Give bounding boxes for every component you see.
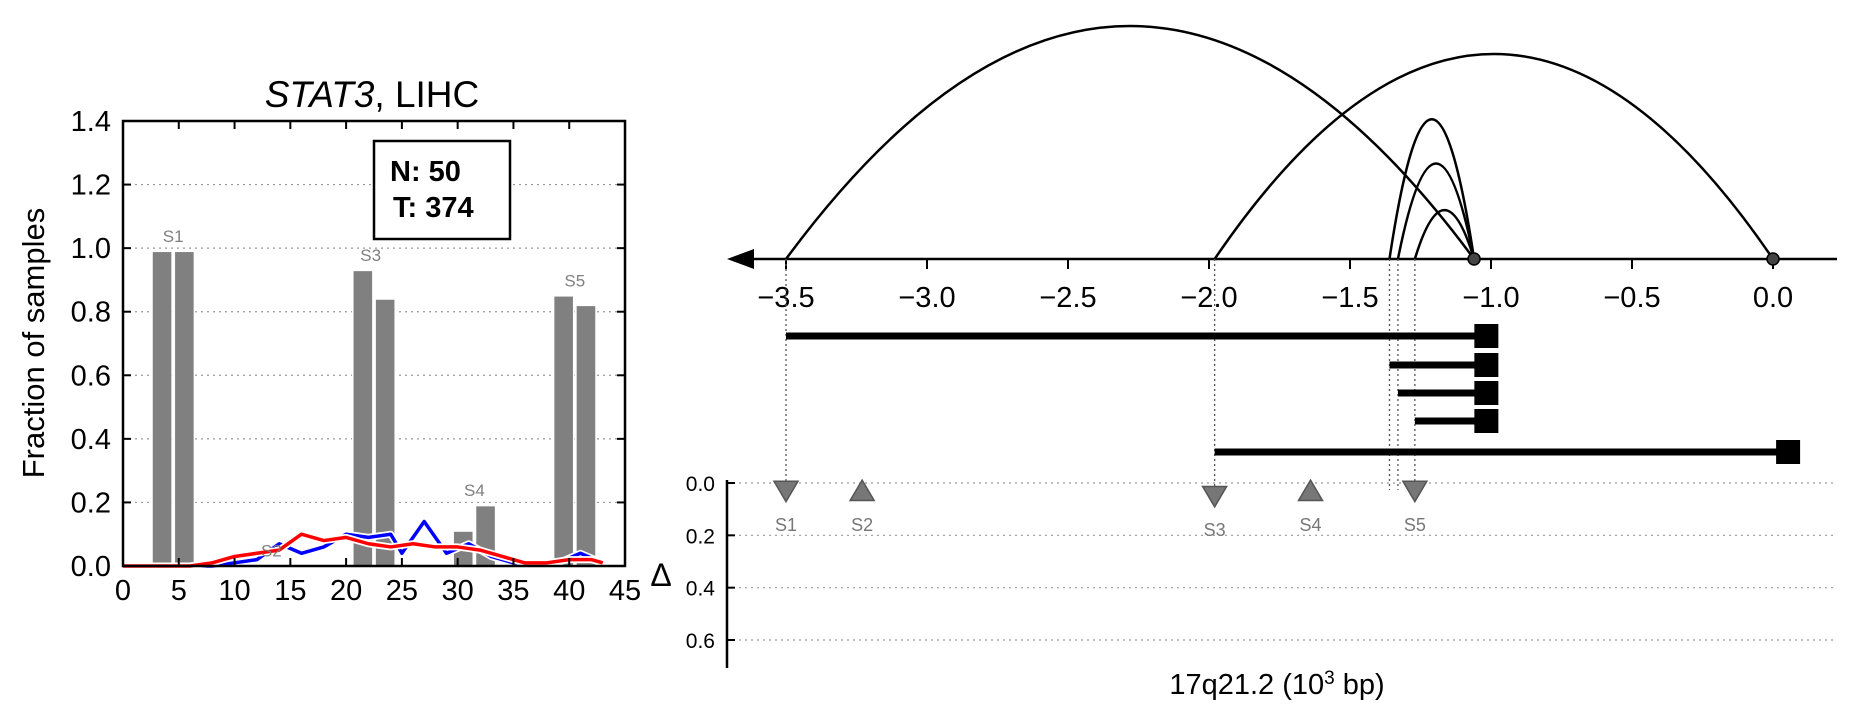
segment-end-square: [1474, 381, 1499, 405]
left-x-tick-label: 0: [115, 575, 131, 607]
arc: [1396, 162, 1476, 260]
left-y-tick-label: 1.4: [71, 106, 111, 138]
normal-count: N: 50: [390, 156, 461, 188]
delta-y-tick-label: 0.2: [686, 525, 715, 548]
left-plot-frame: [121, 119, 627, 568]
delta-marker-label: S4: [1300, 515, 1322, 535]
delta-y-tick-label: 0.6: [686, 630, 715, 653]
arc: [1413, 209, 1476, 260]
segment-end-square: [1474, 353, 1499, 377]
genomic-x-tick-label: −1.0: [1462, 282, 1519, 314]
bar-label: S1: [163, 227, 184, 246]
left-x-tick-label: 10: [218, 575, 250, 607]
delta-marker-label: S2: [851, 515, 873, 535]
bar: [575, 304, 597, 567]
genomic-x-tick-label: 0.0: [1753, 282, 1793, 314]
bar: [352, 269, 374, 567]
anchor-point: [1467, 252, 1481, 266]
left-y-axis-label: Fraction of samples: [16, 208, 51, 479]
bar: [173, 250, 196, 567]
segment-end-square: [1474, 409, 1499, 433]
delta-y-tick-label: 0.4: [686, 578, 716, 601]
xlabel-sup: 3: [1324, 668, 1335, 689]
bar: [374, 298, 396, 567]
bars: [151, 250, 597, 567]
title-rest: , LIHC: [374, 74, 479, 115]
bar-label: S3: [360, 246, 381, 265]
segments: [786, 324, 1801, 464]
left-x-tick-label: 5: [171, 575, 187, 607]
left-x-tick-label: 30: [442, 575, 474, 607]
genomic-x-tick-label: −3.5: [757, 282, 814, 314]
delta-markers: S1 S2 S3 S4 S5: [772, 478, 1429, 540]
triangle-up-marker: [848, 478, 876, 502]
arcs: [784, 24, 1775, 260]
delta-marker-label: S5: [1404, 515, 1426, 535]
genomic-x-axis-label: 17q21.2 (103 bp): [1169, 668, 1384, 702]
left-y-tick-label: 0.2: [71, 487, 111, 519]
delta-marker-label: S3: [1204, 520, 1226, 540]
left-y-tick-label: 0.4: [71, 424, 111, 456]
bar: [151, 250, 173, 567]
xlabel-tail: bp): [1335, 669, 1385, 701]
fraction-chart: STAT3, LIHC S1 S2 S3 S4 S5 0.0 0.2 0.4 0.6 0.8 1.…: [16, 74, 641, 607]
left-x-tick-label: 20: [330, 575, 362, 607]
sample-count-frame: [372, 139, 512, 241]
left-x-tick-label: 40: [553, 575, 585, 607]
bar-label: S2: [261, 541, 282, 560]
genomic-x-tick-label: −2.0: [1180, 282, 1237, 314]
left-y-ticks: 0.0 0.2 0.4 0.6 0.8 1.0 1.2 1.4: [71, 106, 625, 583]
guide-lines: [785, 259, 1416, 490]
xlabel-main: 17q21.2 (10: [1169, 669, 1324, 701]
triangle-up-marker: [1297, 478, 1324, 502]
left-y-tick-label: 1.0: [71, 233, 111, 265]
left-y-tick-label: 1.2: [71, 170, 111, 202]
genomic-x-ticks: −3.5 −3.0 −2.5 −2.0 −1.5 −1.0 −0.5 0.0: [757, 259, 1793, 314]
genomic-x-tick-label: −2.5: [1039, 282, 1096, 314]
triangle-down-marker: [1401, 480, 1429, 504]
left-y-tick-label: 0.0: [71, 551, 111, 583]
sample-count-box: N: 50 T: 374: [372, 139, 512, 241]
triangle-down-marker: [772, 480, 800, 504]
segment-end-square: [1776, 440, 1801, 464]
left-x-tick-label: 45: [609, 575, 641, 607]
delta-marker-label: S1: [775, 515, 797, 535]
left-x-tick-label: 35: [497, 575, 529, 607]
left-x-ticks: 0 5 10 15 20 25 30 35 40 45: [115, 121, 641, 607]
bar: [552, 295, 575, 567]
delta-gridlines: [727, 482, 1837, 641]
tumor-count: T: 374: [393, 192, 474, 224]
delta-y-tick-label: 0.0: [686, 473, 715, 496]
title-gene: STAT3: [265, 74, 375, 115]
delta-y-axis-label: Δ: [650, 557, 671, 593]
chart-title: STAT3, LIHC: [265, 74, 480, 115]
arc: [1388, 118, 1476, 260]
bar-label: S5: [564, 271, 585, 290]
left-x-tick-label: 15: [274, 575, 306, 607]
left-y-tick-label: 0.6: [71, 360, 111, 392]
genomic-arc-chart: −3.5 −3.0 −2.5 −2.0 −1.5 −1.0 −0.5 0.0 0.00.20.…: [650, 24, 1837, 702]
genomic-x-tick-label: −3.0: [898, 282, 955, 314]
segment-end-square: [1474, 324, 1499, 348]
left-y-tick-label: 0.8: [71, 297, 111, 329]
bar-label: S4: [464, 481, 485, 500]
anchor-point: [1766, 252, 1780, 266]
triangle-down-marker: [1201, 485, 1228, 509]
axis-arrow-icon: [727, 249, 754, 269]
arc: [784, 24, 1476, 260]
genomic-x-tick-label: −1.5: [1321, 282, 1378, 314]
genomic-x-tick-label: −0.5: [1603, 282, 1660, 314]
bar-labels: S1 S2 S3 S4 S5: [163, 227, 585, 561]
delta-y-ticks: 0.0 0.2 0.4 0.6: [686, 473, 735, 653]
anchor-points: [1467, 252, 1780, 266]
arc: [1213, 52, 1775, 260]
left-x-tick-label: 25: [386, 575, 418, 607]
series-line: [123, 532, 604, 568]
